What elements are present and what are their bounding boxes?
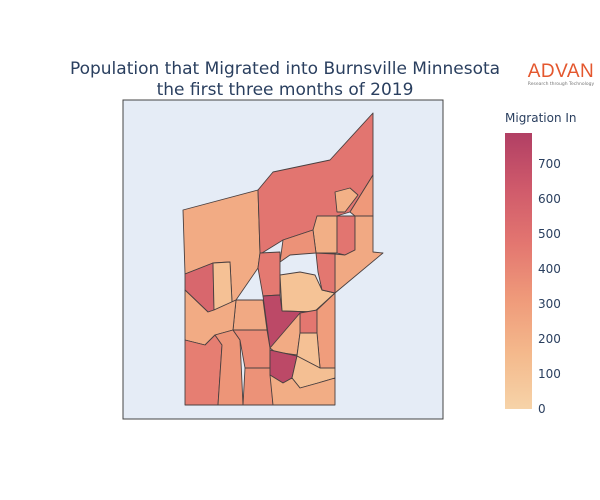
- logo-text: ADVAN: [527, 61, 595, 82]
- colorbar-tick: 100: [538, 367, 561, 382]
- colorbar: [505, 133, 532, 409]
- colorbar-tick: 400: [538, 262, 561, 277]
- region-Q[interactable]: [184, 334, 223, 406]
- region-T[interactable]: [242, 367, 274, 406]
- region-H[interactable]: [336, 215, 356, 256]
- region-G[interactable]: [312, 215, 338, 254]
- chart-title: Population that Migrated into Burnsville…: [40, 59, 530, 101]
- region-U[interactable]: [299, 309, 318, 334]
- region-J[interactable]: [279, 229, 317, 263]
- colorbar-tick: 300: [538, 297, 561, 312]
- region-AA[interactable]: [269, 374, 336, 406]
- region-M[interactable]: [315, 252, 336, 294]
- logo-tagline: Research through Technology: [527, 82, 595, 87]
- colorbar-tick: 500: [538, 227, 561, 242]
- region-O[interactable]: [232, 299, 268, 331]
- region-E[interactable]: [334, 187, 359, 213]
- advan-logo: ADVAN Research through Technology: [526, 61, 596, 88]
- regions-layer: [182, 112, 384, 406]
- colorbar-tick: 200: [538, 332, 561, 347]
- colorbar-title: Migration In: [505, 111, 577, 125]
- title-line-2: the first three months of 2019: [156, 80, 414, 100]
- title-line-1: Population that Migrated into Burnsville…: [69, 59, 501, 79]
- colorbar-tick: 600: [538, 192, 561, 207]
- colorbar-tick: 0: [538, 402, 546, 416]
- colorbar-tick: 700: [538, 157, 561, 172]
